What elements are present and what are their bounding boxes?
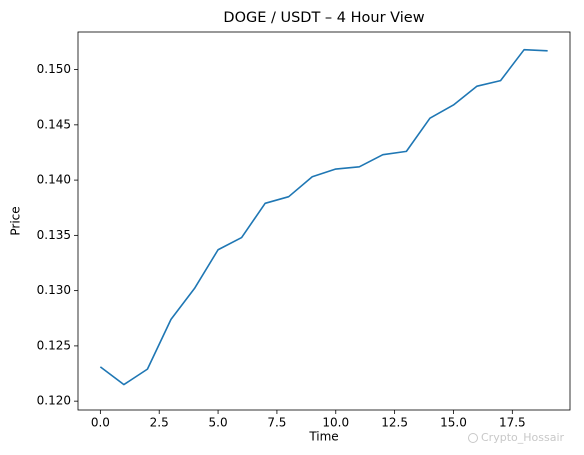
- y-tick-label: 0.135: [37, 228, 71, 242]
- y-tick-label: 0.140: [37, 173, 71, 187]
- y-tick-label: 0.120: [37, 394, 71, 408]
- x-tick-label: 5.0: [209, 416, 228, 430]
- chart-title: DOGE / USDT – 4 Hour View: [223, 10, 424, 26]
- x-tick-label: 17.5: [499, 416, 526, 430]
- watermark-text: Crypto_Hossair: [481, 431, 564, 444]
- x-tick-label: 2.5: [150, 416, 169, 430]
- y-axis-label: Price: [9, 206, 23, 235]
- watermark: Crypto_Hossair: [468, 431, 564, 444]
- watermark-icon: [468, 433, 478, 443]
- x-tick-label: 12.5: [381, 416, 408, 430]
- x-axis-label: Time: [308, 430, 338, 444]
- y-tick-label: 0.130: [37, 283, 71, 297]
- x-tick-label: 0.0: [91, 416, 110, 430]
- x-tick-label: 10.0: [322, 416, 349, 430]
- x-tick-label: 15.0: [440, 416, 467, 430]
- y-tick-label: 0.150: [37, 62, 71, 76]
- price-line: [99, 48, 548, 386]
- y-tick-label: 0.125: [37, 338, 71, 352]
- axes-frame: [77, 31, 571, 411]
- y-tick-label: 0.145: [37, 117, 71, 131]
- x-tick-label: 7.5: [267, 416, 286, 430]
